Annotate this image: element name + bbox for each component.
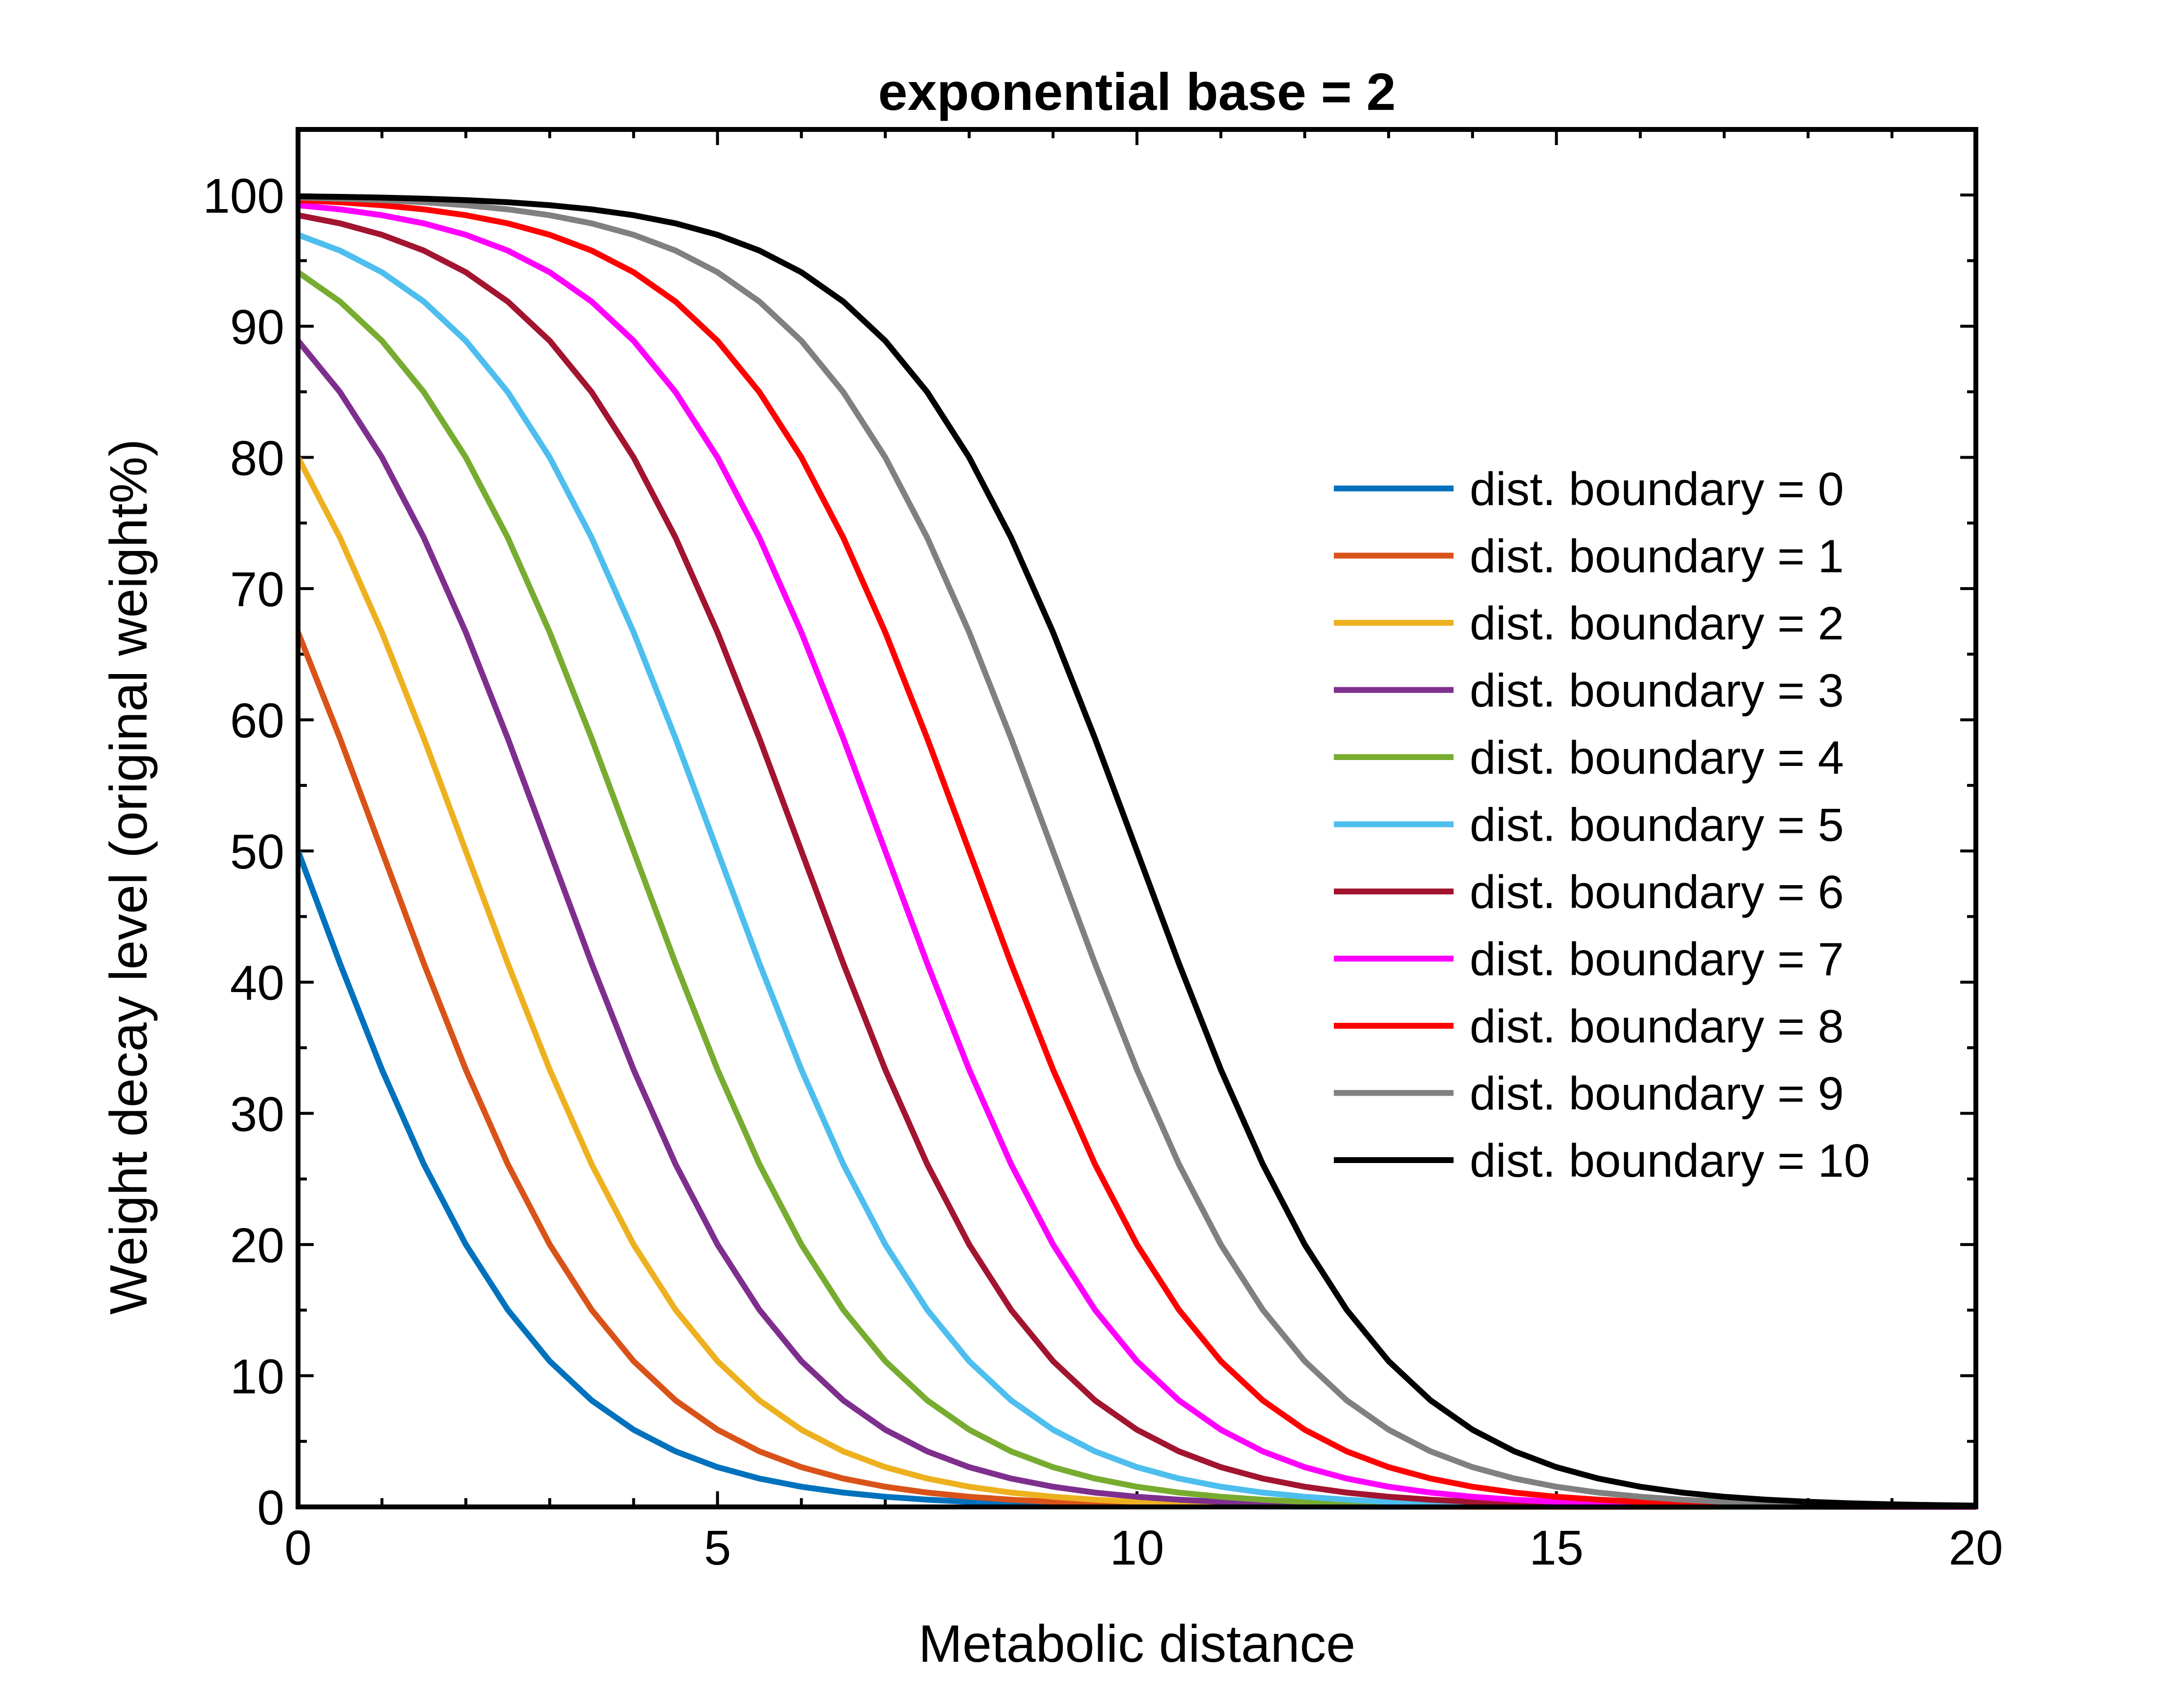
x-tick-label: 15	[1529, 1521, 1584, 1575]
x-tick-label: 10	[1110, 1521, 1164, 1575]
legend-label: dist. boundary = 7	[1470, 933, 1844, 986]
y-tick-label: 60	[230, 694, 284, 748]
legend: dist. boundary = 0 dist. boundary = 1 dist…	[1334, 463, 1870, 1187]
y-tick-label: 50	[230, 825, 284, 879]
y-axis-label: Weight decay level (original weight%)	[99, 439, 158, 1315]
series-line-boundary-9	[298, 194, 1976, 1509]
legend-label: dist. boundary = 1	[1470, 530, 1844, 583]
y-tick-label: 30	[230, 1087, 284, 1142]
legend-label: dist. boundary = 8	[1470, 1000, 1844, 1053]
legend-label: dist. boundary = 3	[1470, 665, 1844, 717]
x-axis-label: Metabolic distance	[919, 1614, 1355, 1673]
legend-label: dist. boundary = 10	[1470, 1135, 1870, 1187]
y-tick-label: 40	[230, 956, 284, 1011]
series-line-boundary-10	[298, 193, 1976, 1509]
series-line-boundary-3	[296, 339, 1976, 1510]
legend-label: dist. boundary = 2	[1470, 597, 1844, 650]
y-tick-label: 80	[230, 431, 284, 486]
y-tick-label: 90	[230, 300, 284, 355]
y-tick-label: 20	[230, 1218, 284, 1273]
y-tick-label: 0	[257, 1481, 284, 1535]
legend-label: dist. boundary = 0	[1470, 463, 1844, 515]
plot-frame	[296, 127, 1978, 1509]
legend-label: dist. boundary = 6	[1470, 866, 1844, 918]
axis-ticks: 0 5 10 15 20 0 10 20 30 40 50 60 70 80 90 100	[203, 128, 2003, 1575]
y-tick-label: 70	[230, 562, 284, 617]
y-tick-label: 100	[203, 169, 284, 223]
series-line-boundary-8	[298, 197, 1976, 1510]
x-tick-label: 5	[704, 1521, 731, 1575]
series-group	[295, 193, 1976, 1510]
series-line-boundary-6	[297, 212, 1976, 1510]
x-tick-label: 20	[1948, 1521, 2003, 1575]
y-tick-label: 10	[230, 1349, 284, 1404]
x-tick-label: 0	[284, 1521, 312, 1575]
legend-label: dist. boundary = 5	[1470, 799, 1844, 851]
chart-title: exponential base = 2	[878, 62, 1395, 121]
legend-label: dist. boundary = 9	[1470, 1068, 1844, 1120]
legend-label: dist. boundary = 4	[1470, 732, 1844, 784]
